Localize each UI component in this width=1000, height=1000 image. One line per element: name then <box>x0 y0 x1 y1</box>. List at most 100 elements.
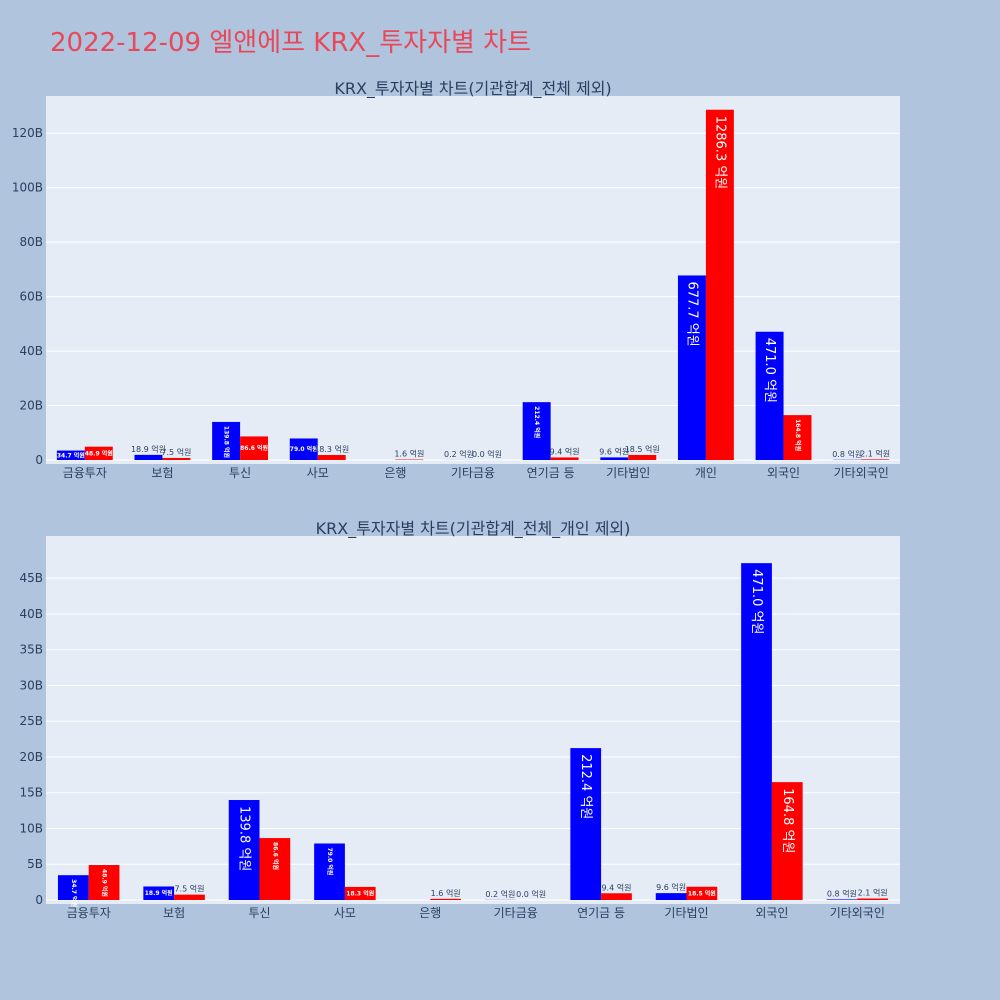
data-label: 164.8 억원 <box>780 788 795 853</box>
data-label: 677.7 억원 <box>684 281 699 346</box>
data-label: 18.3 억원 <box>346 889 374 897</box>
bar <box>677 275 706 460</box>
page-title: 2022-12-09 엘앤에프 KRX_투자자별 차트 <box>50 28 532 58</box>
y-tick-label: 45B <box>19 571 43 585</box>
x-tick-label: 기타외국인 <box>830 906 885 920</box>
data-label: 9.6 억원 <box>599 446 629 456</box>
x-tick-label: 기타법인 <box>664 906 708 920</box>
bar <box>143 886 175 900</box>
data-label: 471.0 억원 <box>762 338 777 403</box>
y-tick-label: 100B <box>12 181 43 195</box>
y-tick-label: 80B <box>19 235 43 249</box>
data-label: 1286.3 억원 <box>712 116 727 190</box>
bar <box>771 782 803 900</box>
y-tick-label: 120B <box>12 126 43 140</box>
data-label: 18.9 억원 <box>145 889 173 897</box>
data-label: 9.4 억원 <box>601 882 631 892</box>
x-tick-label: 금융투자 <box>63 466 107 480</box>
bar <box>628 454 657 460</box>
data-label: 48.9 억원 <box>85 449 113 457</box>
data-label: 1.6 억원 <box>394 449 424 459</box>
data-label: 2.1 억원 <box>858 887 888 897</box>
data-label: 18.5 억원 <box>688 889 716 897</box>
bar <box>259 838 291 900</box>
y-tick-label: 15B <box>19 786 43 800</box>
data-label: 79.0 억원 <box>290 445 318 453</box>
y-tick-label: 20B <box>19 750 43 764</box>
bar <box>344 886 376 900</box>
x-tick-label: 사모 <box>307 466 329 480</box>
bar <box>84 446 113 460</box>
bar <box>570 748 602 900</box>
x-tick-label: 기타금융 <box>451 466 495 480</box>
data-label: 79.0 억원 <box>326 848 334 876</box>
bar <box>783 415 812 460</box>
bar <box>600 457 629 460</box>
x-tick-label: 사모 <box>334 906 356 920</box>
x-tick-label: 기타금융 <box>494 906 538 920</box>
y-tick-label: 10B <box>19 821 43 835</box>
x-tick-label: 보험 <box>163 906 185 920</box>
x-tick-label: 투신 <box>229 466 251 480</box>
x-tick-label: 투신 <box>248 906 270 920</box>
bar <box>56 450 85 460</box>
data-label: 9.6 억원 <box>656 882 686 892</box>
x-tick-label: 은행 <box>384 465 406 480</box>
data-label: 139.8 억원 <box>237 806 252 871</box>
data-label: 212.4 억원 <box>533 406 541 438</box>
chart-title: KRX_투자자별 차트(기관합계_전체 제외) <box>334 79 611 99</box>
bar <box>741 563 772 900</box>
y-tick-label: 0 <box>35 453 43 467</box>
data-label: 18.5 억원 <box>625 444 660 454</box>
bar <box>857 898 889 900</box>
bar <box>705 109 734 460</box>
x-tick-label: 금융투자 <box>67 906 111 920</box>
bar <box>601 893 632 900</box>
data-label: 7.5 억원 <box>174 884 204 894</box>
bar <box>162 457 191 460</box>
bar <box>655 893 687 900</box>
chart-bottom: KRX_투자자별 차트(기관합계_전체_개인 제외) 0 5B 10B 15B 20B 25… <box>19 519 900 920</box>
bar <box>826 899 858 900</box>
x-tick-label: 개인 <box>695 466 717 480</box>
y-tick-label: 20B <box>19 399 43 413</box>
data-label: 48.9 억원 <box>101 869 109 897</box>
bar <box>57 875 89 900</box>
bar <box>861 459 890 460</box>
x-tick-label: 외국인 <box>767 466 800 480</box>
x-tick-label: 기타법인 <box>606 466 650 480</box>
bar <box>522 402 551 460</box>
data-label: 0.0 억원 <box>472 449 502 459</box>
x-tick-label: 보험 <box>151 466 173 480</box>
y-tick-label: 35B <box>19 643 43 657</box>
x-tick-label: 연기금 등 <box>577 906 625 920</box>
bar <box>212 421 241 460</box>
data-label: 18.9 억원 <box>131 444 166 454</box>
x-tick-label: 외국인 <box>755 906 788 920</box>
data-label: 9.4 억원 <box>550 446 580 456</box>
bar <box>317 455 346 460</box>
bar <box>134 454 163 460</box>
data-label: 164.8 억원 <box>794 419 802 451</box>
data-label: 0.8 억원 <box>832 449 862 459</box>
y-tick-label: 25B <box>19 714 43 728</box>
bar <box>550 457 579 460</box>
data-label: 7.5 억원 <box>161 447 191 457</box>
y-tick-label: 5B <box>27 857 43 871</box>
bar <box>289 438 318 460</box>
data-label: 86.6 억원 <box>240 444 268 452</box>
bar <box>430 898 462 900</box>
data-label: 18.3 억원 <box>314 444 349 454</box>
data-label: 212.4 억원 <box>578 754 593 819</box>
data-label: 86.6 억원 <box>271 842 279 870</box>
data-label: 0.2 억원 <box>444 449 474 459</box>
chart-top: KRX_투자자별 차트(기관합계_전체 제외) 0 20B 40B 60B 80B 100B… <box>12 79 900 480</box>
x-tick-label: 은행 <box>419 905 441 920</box>
bar <box>88 865 120 900</box>
y-tick-label: 60B <box>19 290 43 304</box>
chart-title: KRX_투자자별 차트(기관합계_전체_개인 제외) <box>316 519 631 539</box>
bar <box>240 436 269 460</box>
data-label: 1.6 억원 <box>431 888 461 898</box>
y-tick-label: 40B <box>19 344 43 358</box>
